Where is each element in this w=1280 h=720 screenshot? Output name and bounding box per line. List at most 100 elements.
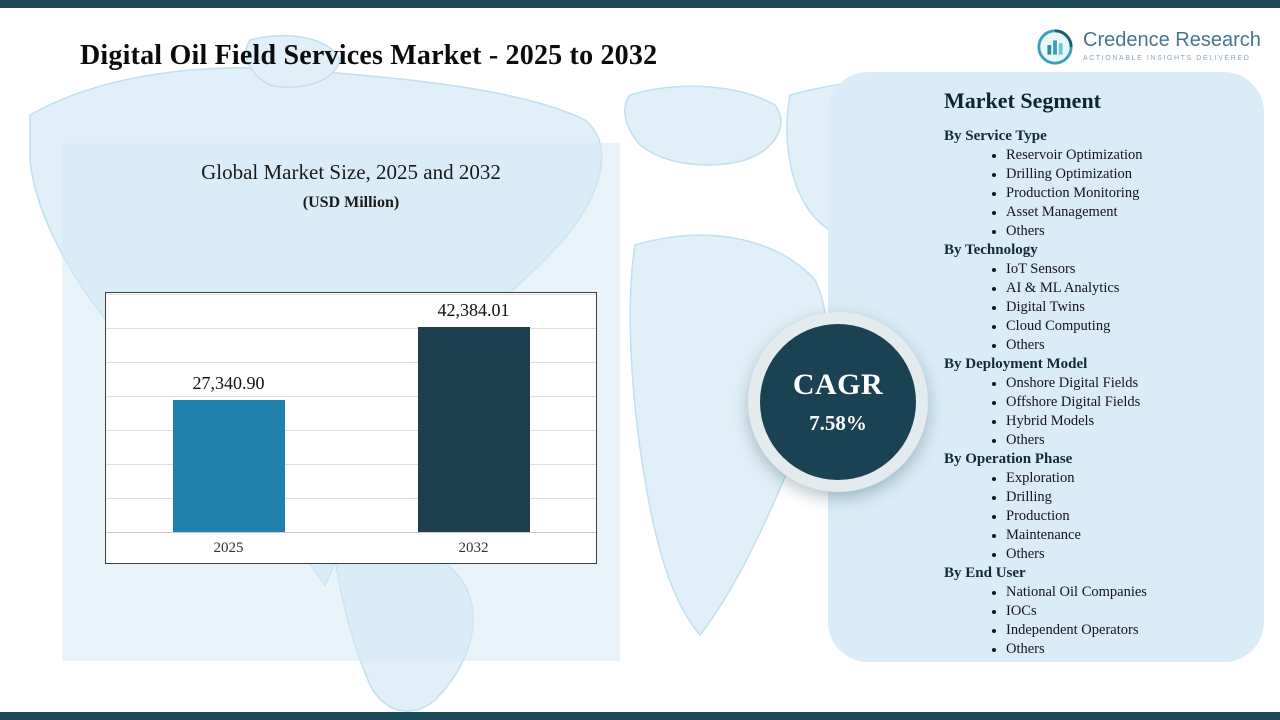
bullet-icon bbox=[992, 495, 996, 500]
segment-item: IOCs bbox=[944, 602, 1246, 621]
bar-2025 bbox=[172, 400, 285, 532]
bullet-icon bbox=[992, 229, 996, 234]
bottom-accent-bar bbox=[0, 712, 1280, 720]
bar-chart-plot-area: 27,340.90 42,384.01 bbox=[106, 293, 596, 533]
segment-item: Production Monitoring bbox=[944, 184, 1246, 203]
bar-group-2025: 27,340.90 bbox=[172, 373, 285, 532]
segment-item: Maintenance bbox=[944, 526, 1246, 545]
brand-logo-text: Credence Research Actionable Insights De… bbox=[1083, 28, 1261, 62]
market-segment-title: Market Segment bbox=[944, 88, 1102, 113]
page-title: Digital Oil Field Services Market - 2025… bbox=[80, 40, 658, 71]
segment-group-service-type: By Service Type Reservoir Optimization D… bbox=[944, 127, 1246, 241]
bullet-icon bbox=[992, 647, 996, 652]
segment-item: Onshore Digital Fields bbox=[944, 374, 1246, 393]
segment-item-label: Reservoir Optimization bbox=[1006, 147, 1143, 163]
segment-item: Hybrid Models bbox=[944, 412, 1246, 431]
segment-item: Asset Management bbox=[944, 203, 1246, 222]
bullet-icon bbox=[992, 590, 996, 595]
bullet-icon bbox=[992, 552, 996, 557]
segment-item-label: Independent Operators bbox=[1006, 622, 1139, 638]
segment-group-operation-phase: By Operation Phase Exploration Drilling … bbox=[944, 450, 1246, 564]
x-axis-labels: 2025 2032 bbox=[106, 533, 596, 563]
segment-item: Others bbox=[944, 431, 1246, 450]
segment-group-end-user: By End User National Oil Companies IOCs … bbox=[944, 564, 1246, 659]
segment-item: Independent Operators bbox=[944, 621, 1246, 640]
bullet-icon bbox=[992, 286, 996, 291]
segment-item-label: Drilling Optimization bbox=[1006, 166, 1133, 182]
chart-title: Global Market Size, 2025 and 2032 bbox=[201, 160, 501, 184]
segment-item-label: Maintenance bbox=[1006, 527, 1081, 543]
bar-chart: 27,340.90 42,384.01 2025 2032 bbox=[105, 292, 597, 564]
bullet-icon bbox=[992, 191, 996, 196]
segment-item: Offshore Digital Fields bbox=[944, 393, 1246, 412]
segment-item-label: Cloud Computing bbox=[1006, 318, 1111, 334]
cagr-badge: CAGR 7.58% bbox=[748, 312, 928, 492]
bar-group-2032: 42,384.01 bbox=[417, 300, 530, 532]
bar-value-label-2032: 42,384.01 bbox=[437, 300, 510, 320]
bullet-icon bbox=[992, 305, 996, 310]
bullet-icon bbox=[992, 153, 996, 158]
chart-subtitle: (USD Million) bbox=[302, 194, 400, 211]
segment-item: Others bbox=[944, 640, 1246, 659]
segment-group-technology: By Technology IoT Sensors AI & ML Analyt… bbox=[944, 241, 1246, 355]
segment-item-label: Asset Management bbox=[1006, 204, 1118, 220]
bullet-icon bbox=[992, 172, 996, 177]
bullet-icon bbox=[992, 400, 996, 405]
segment-group-label: By Service Type bbox=[944, 128, 1047, 144]
segment-item: Drilling bbox=[944, 488, 1246, 507]
segment-group-label: By Operation Phase bbox=[944, 451, 1073, 467]
segment-item-label: IoT Sensors bbox=[1006, 261, 1076, 277]
chart-header: Global Market Size, 2025 and 2032 (USD M… bbox=[105, 160, 597, 212]
segment-item: AI & ML Analytics bbox=[944, 279, 1246, 298]
top-accent-bar bbox=[0, 0, 1280, 8]
bar-2032 bbox=[417, 327, 530, 532]
segment-item-label: Others bbox=[1006, 223, 1045, 239]
bullet-icon bbox=[992, 381, 996, 386]
segment-item-label: Digital Twins bbox=[1006, 299, 1085, 315]
bullet-icon bbox=[992, 343, 996, 348]
brand-tagline: Actionable Insights Delivered bbox=[1083, 55, 1251, 62]
segment-item-label: Exploration bbox=[1006, 470, 1075, 486]
segment-group-label: By Deployment Model bbox=[944, 356, 1088, 372]
segment-item: National Oil Companies bbox=[944, 583, 1246, 602]
bullet-icon bbox=[992, 609, 996, 614]
bullet-icon bbox=[992, 267, 996, 272]
segment-item-label: Others bbox=[1006, 337, 1045, 353]
segment-item: Exploration bbox=[944, 469, 1246, 488]
segment-item: Others bbox=[944, 336, 1246, 355]
segment-item-label: Production Monitoring bbox=[1006, 185, 1140, 201]
segment-item: Drilling Optimization bbox=[944, 165, 1246, 184]
segment-item-label: Drilling bbox=[1006, 489, 1052, 505]
bullet-icon bbox=[992, 628, 996, 633]
brand-logo: Credence Research Actionable Insights De… bbox=[1036, 28, 1261, 66]
segment-group-deployment-model: By Deployment Model Onshore Digital Fiel… bbox=[944, 355, 1246, 450]
segment-item-label: IOCs bbox=[1006, 603, 1037, 619]
bullet-icon bbox=[992, 476, 996, 481]
cagr-label: CAGR bbox=[792, 368, 884, 401]
x-axis-label-2025: 2025 bbox=[213, 539, 244, 556]
segment-group-label: By Technology bbox=[944, 242, 1038, 258]
segment-group-label: By End User bbox=[944, 565, 1026, 581]
segment-item: Others bbox=[944, 222, 1246, 241]
bullet-icon bbox=[992, 438, 996, 443]
segment-item: IoT Sensors bbox=[944, 260, 1246, 279]
segment-item-label: Others bbox=[1006, 432, 1045, 448]
segment-item-label: Others bbox=[1006, 546, 1045, 562]
brand-name: Credence Research bbox=[1083, 29, 1261, 51]
bar-value-label-2025: 27,340.90 bbox=[192, 373, 265, 393]
bullet-icon bbox=[992, 514, 996, 519]
brand-logo-icon bbox=[1037, 29, 1073, 65]
segment-item-label: Others bbox=[1006, 641, 1045, 657]
segment-item-label: National Oil Companies bbox=[1006, 584, 1147, 600]
segment-item-label: Onshore Digital Fields bbox=[1006, 375, 1139, 391]
bullet-icon bbox=[992, 210, 996, 215]
segment-item-label: Hybrid Models bbox=[1006, 413, 1095, 429]
segment-item-label: Production bbox=[1006, 508, 1070, 524]
bullet-icon bbox=[992, 324, 996, 329]
cagr-value: 7.58% bbox=[809, 411, 867, 435]
segment-item: Others bbox=[944, 545, 1246, 564]
segment-item-label: Offshore Digital Fields bbox=[1006, 394, 1141, 410]
segment-item-label: AI & ML Analytics bbox=[1006, 280, 1120, 296]
x-axis-label-2032: 2032 bbox=[458, 539, 489, 556]
segment-item: Digital Twins bbox=[944, 298, 1246, 317]
